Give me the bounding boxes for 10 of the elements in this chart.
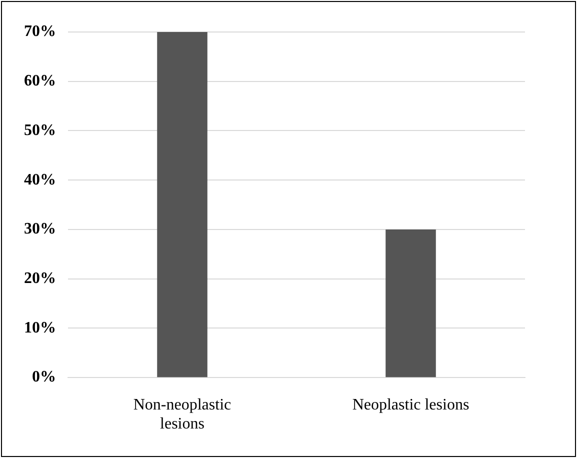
x-tick-label: Non-neoplastic lesions xyxy=(133,396,232,433)
y-tick-label: 0% xyxy=(32,368,56,386)
y-tick-label: 10% xyxy=(24,319,56,336)
y-tick-label: 60% xyxy=(24,72,56,90)
y-tick-label: 40% xyxy=(24,171,56,188)
y-tick-label: 70% xyxy=(24,23,56,40)
y-tick-label: 20% xyxy=(24,270,56,287)
x-tick-label: Neoplastic lesions xyxy=(352,396,470,414)
y-tick-label: 30% xyxy=(24,220,56,238)
y-tick-label: 50% xyxy=(24,122,56,139)
